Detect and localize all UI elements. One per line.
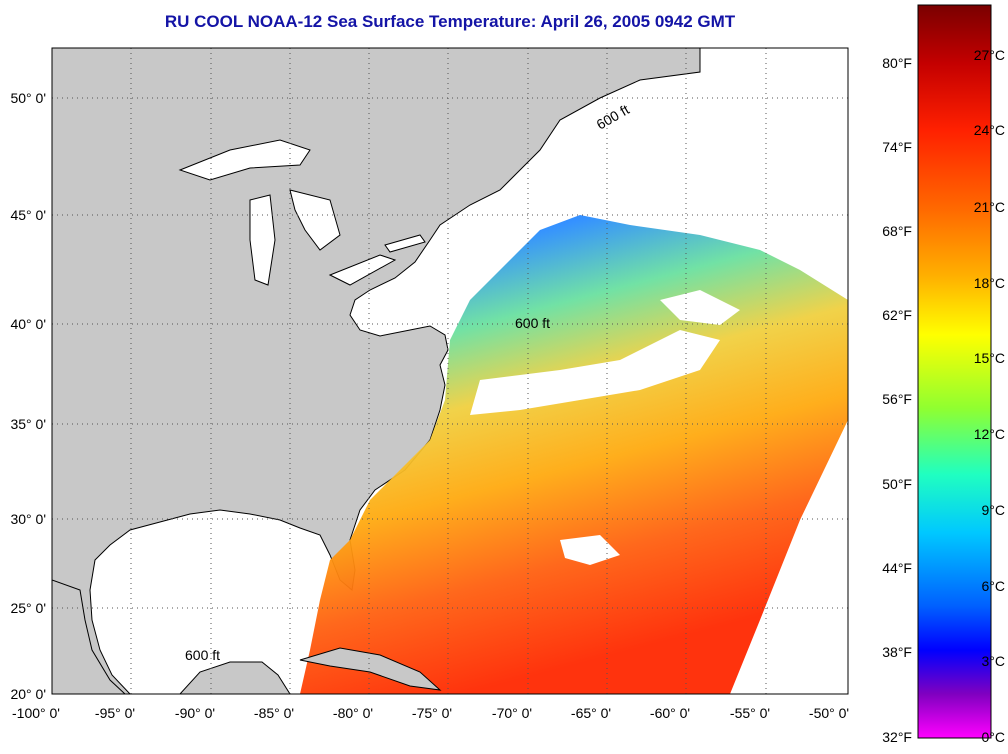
cloud-patch: [470, 330, 720, 415]
colorbar-f-label: 56°F: [882, 391, 912, 407]
colorbar-f-label: 32°F: [882, 729, 912, 745]
colorbar-c-label: 0°C: [982, 729, 1006, 745]
colorbar-f-label: 68°F: [882, 223, 912, 239]
colorbar-c-label: 27°C: [974, 47, 1005, 63]
colorbar-c-label: 18°C: [974, 275, 1005, 291]
longitude-tick-labels: -100° 0' -95° 0' -90° 0' -85° 0' -80° 0' -75°…: [12, 705, 849, 721]
colorbar-f-label: 62°F: [882, 307, 912, 323]
land-cuba: [299, 647, 442, 691]
colorbar-c-label: 21°C: [974, 199, 1005, 215]
latitude-tick-label: 35° 0': [10, 416, 46, 432]
longitude-tick-label: -60° 0': [650, 705, 690, 721]
longitude-tick-label: -70° 0': [492, 705, 532, 721]
colorbar: [917, 4, 992, 739]
longitude-tick-label: -85° 0': [254, 705, 294, 721]
fahrenheit-labels: 80°F 74°F 68°F 62°F 56°F 50°F 44°F 38°F 32°F: [882, 55, 912, 745]
map-frame: [51, 47, 849, 695]
latitude-tick-label: 30° 0': [10, 511, 46, 527]
lake-michigan: [249, 194, 276, 286]
colorbar-f-label: 74°F: [882, 139, 912, 155]
colorbar-c-label: 9°C: [982, 502, 1006, 518]
longitude-tick-label: -80° 0': [333, 705, 373, 721]
lake-erie: [328, 254, 397, 286]
contour-label: 600 ft: [515, 315, 550, 331]
colorbar-f-label: 50°F: [882, 476, 912, 492]
map-title: RU COOL NOAA-12 Sea Surface Temperature:…: [164, 12, 736, 31]
colorbar-f-label: 80°F: [882, 55, 912, 71]
longitude-tick-label: -95° 0': [95, 705, 135, 721]
lake-huron: [289, 189, 341, 251]
longitude-tick-label: -100° 0': [12, 705, 60, 721]
colorbar-c-label: 12°C: [974, 426, 1005, 442]
land-yucatan: [179, 661, 291, 694]
lake-superior: [178, 139, 311, 181]
cloud-patch: [660, 290, 740, 325]
cloud-patch: [560, 535, 620, 565]
latitude-tick-label: 50° 0': [10, 90, 46, 106]
land-north-america: [52, 48, 701, 694]
latitude-tick-label: 25° 0': [10, 600, 46, 616]
longitude-tick-label: -90° 0': [175, 705, 215, 721]
sst-ocean-field: [300, 215, 848, 694]
longitude-tick-label: -50° 0': [809, 705, 849, 721]
longitude-tick-label: -75° 0': [412, 705, 452, 721]
latitude-tick-label: 20° 0': [10, 686, 46, 702]
celsius-labels: 27°C 24°C 21°C 18°C 15°C 12°C 9°C 6°C 3°C 0°C: [974, 47, 1005, 745]
colorbar-c-label: 6°C: [982, 578, 1006, 594]
colorbar-f-label: 38°F: [882, 644, 912, 660]
map-area: [52, 48, 848, 694]
longitude-tick-label: -65° 0': [571, 705, 611, 721]
land-mexico: [52, 579, 126, 694]
latitude-tick-label: 40° 0': [10, 316, 46, 332]
colorbar-c-label: 3°C: [982, 653, 1006, 669]
latitude-tick-labels: 50° 0' 45° 0' 40° 0' 35° 0' 30° 0' 25° 0' 20° …: [10, 90, 46, 702]
lake-ontario: [384, 234, 426, 253]
longitude-tick-label: -55° 0': [730, 705, 770, 721]
colorbar-f-label: 44°F: [882, 560, 912, 576]
contour-label: 600 ft: [185, 647, 220, 663]
colorbar-c-label: 15°C: [974, 350, 1005, 366]
latitude-tick-label: 45° 0': [10, 207, 46, 223]
colorbar-c-label: 24°C: [974, 122, 1005, 138]
